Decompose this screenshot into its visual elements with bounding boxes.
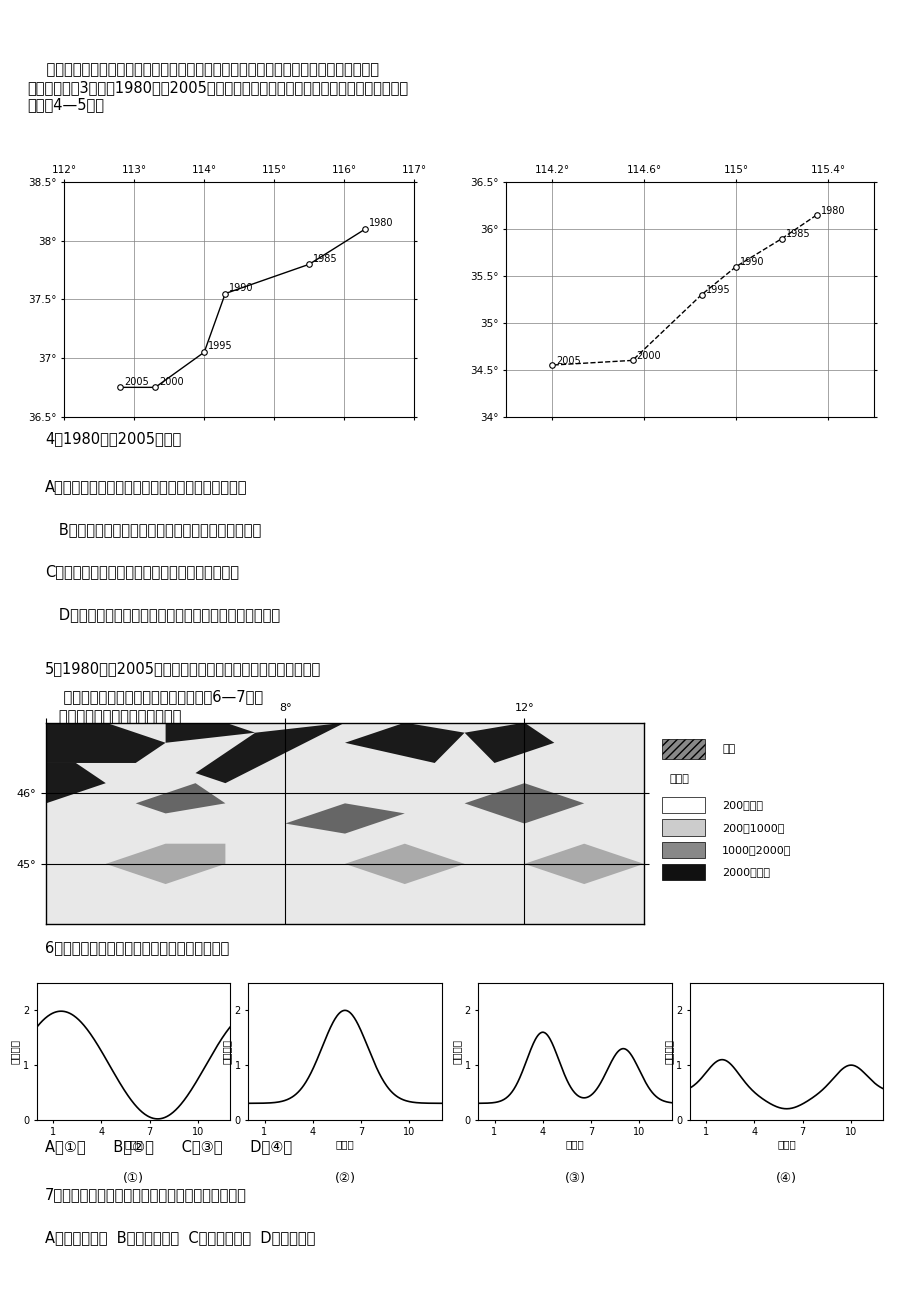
Polygon shape	[464, 784, 584, 824]
Polygon shape	[46, 723, 165, 763]
Text: D．能源生产重心东西向的变化小于能源消费重心的变化: D．能源生产重心东西向的变化小于能源消费重心的变化	[45, 607, 279, 622]
X-axis label: （月）: （月）	[565, 1139, 584, 1148]
Text: 2005: 2005	[124, 376, 149, 387]
X-axis label: （月）: （月）	[777, 1139, 795, 1148]
Text: 水域: 水域	[721, 743, 734, 754]
Text: 2000米以上: 2000米以上	[721, 867, 769, 878]
Bar	[662, 865, 705, 880]
Polygon shape	[345, 723, 464, 763]
X-axis label: （月）: （月）	[335, 1139, 354, 1148]
Polygon shape	[464, 723, 553, 763]
Text: 2000: 2000	[159, 376, 184, 387]
Text: C．西南、西北地区油气和水能资源的开发: C．西南、西北地区油气和水能资源的开发	[45, 794, 212, 809]
Text: 1985: 1985	[786, 229, 810, 240]
Text: A．平原面积小  B．热量条件差  C．雨热不同期  D．土壤贫瘠: A．平原面积小 B．热量条件差 C．雨热不同期 D．土壤贫瘠	[45, 1230, 315, 1246]
Polygon shape	[46, 763, 106, 803]
Text: 1990: 1990	[740, 258, 764, 267]
Text: 高度表: 高度表	[669, 775, 688, 784]
Polygon shape	[345, 844, 464, 884]
Text: A．①图      B．②图      C．③图      D．④图: A．①图 B．②图 C．③图 D．④图	[45, 1139, 291, 1155]
Text: 1995: 1995	[705, 285, 730, 296]
Text: 1980: 1980	[369, 219, 393, 228]
Polygon shape	[136, 784, 225, 814]
Text: (④): (④)	[776, 1172, 796, 1185]
Text: 地理学中，重心是指区域空间上存在某一点，在该点前后左右各个方向的力量对比保持
相对平衡。图3为我国1980年至2005年能源生产（左图）和消费（右图）重心变化图: 地理学中，重心是指区域空间上存在某一点，在该点前后左右各个方向的力量对比保持 相…	[28, 62, 408, 112]
Text: 1990: 1990	[229, 283, 254, 293]
Polygon shape	[524, 844, 643, 884]
Y-axis label: 相对流量: 相对流量	[221, 1039, 232, 1064]
Text: 4、1980年至2005年我国: 4、1980年至2005年我国	[45, 431, 181, 447]
Y-axis label: 相对流量: 相对流量	[663, 1039, 673, 1064]
Text: (③): (③)	[564, 1172, 584, 1185]
Bar	[662, 738, 705, 759]
Polygon shape	[106, 844, 225, 884]
Bar	[662, 841, 705, 858]
Text: 1985: 1985	[313, 254, 337, 263]
Text: (②): (②)	[335, 1172, 355, 1185]
Text: 2005: 2005	[556, 355, 580, 366]
Bar	[662, 819, 705, 836]
Text: C．能源生产和消费重心由北方地区移到南方地区: C．能源生产和消费重心由北方地区移到南方地区	[45, 565, 239, 579]
Text: B．东北、华北地区油气和煤炭资源的开发: B．东北、华北地区油气和煤炭资源的开发	[45, 751, 226, 767]
Text: 1980: 1980	[820, 206, 845, 216]
Text: (①): (①)	[123, 1172, 143, 1185]
Polygon shape	[196, 723, 345, 784]
Text: D．东南部沿海地区核能、风能等能源的开发: D．东南部沿海地区核能、风能等能源的开发	[45, 837, 236, 852]
Text: 东部沿海大陆架油气资源的开发: 东部沿海大陆架油气资源的开发	[45, 708, 181, 724]
Polygon shape	[165, 723, 255, 742]
Text: 1000－2000米: 1000－2000米	[721, 845, 790, 854]
Y-axis label: 相对流量: 相对流量	[10, 1039, 20, 1064]
Text: 200－1000米: 200－1000米	[721, 823, 784, 832]
Text: 6、下图中，能正确表示波河年径流量变化的是: 6、下图中，能正确表示波河年径流量变化的是	[45, 940, 229, 954]
Y-axis label: 相对流量: 相对流量	[451, 1039, 461, 1064]
Polygon shape	[285, 803, 404, 833]
Text: 2000: 2000	[636, 352, 661, 361]
Text: 下图为欧洲南部波河流域图，读图回答6—7题。: 下图为欧洲南部波河流域图，读图回答6—7题。	[45, 689, 263, 704]
Text: 7、波河流域没有大面积种植水稻的主要自然原因是: 7、波河流域没有大面积种植水稻的主要自然原因是	[45, 1187, 246, 1203]
Text: A．能源生产和消费重心空间上的变化趋势大致一致: A．能源生产和消费重心空间上的变化趋势大致一致	[45, 479, 247, 495]
Text: B．能源生产重心和消费重心在空间分布上完全一致: B．能源生产重心和消费重心在空间分布上完全一致	[45, 522, 261, 536]
Bar	[662, 797, 705, 814]
Text: 5、1980年至2005年我国能源生产重心变化的主要原因可能是: 5、1980年至2005年我国能源生产重心变化的主要原因可能是	[45, 660, 321, 676]
Text: 200米以下: 200米以下	[721, 801, 763, 810]
Text: 1995: 1995	[209, 341, 233, 352]
X-axis label: （月）: （月）	[124, 1139, 142, 1148]
